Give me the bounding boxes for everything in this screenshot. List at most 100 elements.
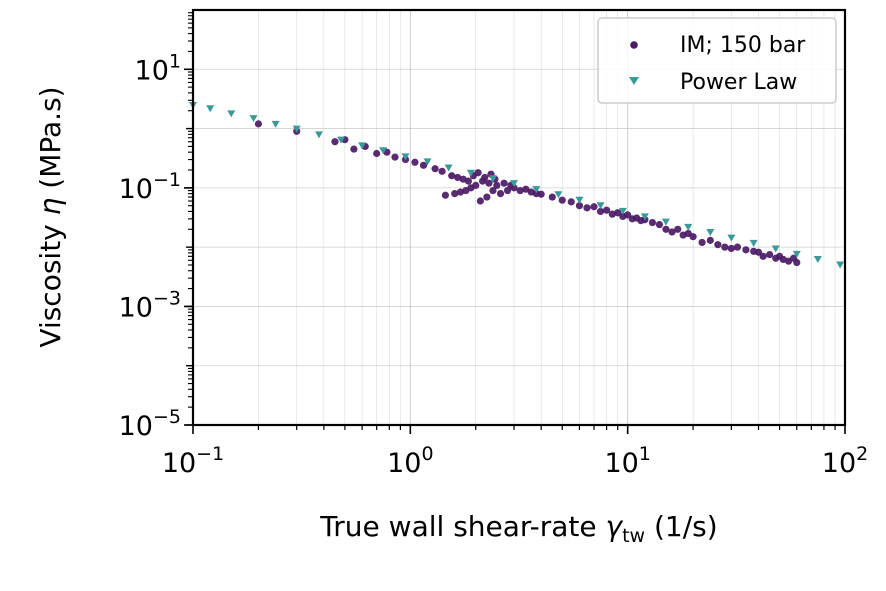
data-point-im [648, 218, 657, 227]
data-point-im [489, 186, 497, 195]
data-point-im [254, 120, 263, 128]
y-tick-label: 10−1 [119, 169, 181, 205]
data-point-power-law [596, 202, 605, 210]
data-point-im [474, 169, 482, 177]
data-point-power-law [249, 115, 258, 123]
data-point-power-law [444, 164, 453, 172]
series-layer [189, 101, 845, 269]
data-point-power-law [271, 120, 280, 128]
data-point-power-law [510, 180, 519, 188]
data-point-im [674, 225, 682, 233]
data-point-power-law [401, 153, 410, 161]
data-point-power-law [640, 213, 649, 221]
data-point-power-law [227, 110, 236, 118]
data-point-im [500, 179, 508, 187]
data-point-power-law [315, 131, 324, 139]
data-point-im [590, 203, 598, 211]
data-point-power-law [771, 245, 780, 253]
data-point-power-law [292, 125, 301, 133]
data-point-im [793, 258, 801, 267]
legend-label-power-law: Power Law [680, 70, 797, 95]
data-point-im [668, 228, 676, 236]
data-point-im [431, 165, 439, 173]
data-point-im [575, 202, 584, 210]
y-axis-label: Viscosity η (MPa.s) [34, 86, 67, 347]
data-point-im [485, 179, 493, 187]
data-point-power-law [813, 256, 822, 264]
data-point-im [655, 221, 664, 229]
data-point-im [733, 243, 742, 251]
data-point-power-law [661, 218, 670, 226]
data-point-power-law [836, 261, 845, 269]
x-tick-label: 100 [387, 443, 433, 479]
data-point-im [419, 161, 428, 169]
data-point-im [742, 246, 750, 254]
x-tick-label: 10−1 [162, 443, 224, 479]
data-point-power-law [575, 196, 584, 204]
data-point-im [510, 184, 518, 192]
data-point-im [614, 209, 622, 217]
ticks-layer: 10−1 100 101 102 10−5 10−3 10−1 101 [119, 12, 868, 479]
data-point-im [451, 190, 459, 198]
data-point-im [706, 236, 714, 244]
plot-frame [191, 8, 847, 427]
data-point-im [453, 173, 462, 182]
data-point-im [596, 207, 605, 216]
data-point-im [373, 149, 381, 158]
data-point-power-law [792, 250, 801, 258]
data-point-im [350, 145, 358, 153]
data-point-im [503, 186, 512, 195]
legend-marker-power-law [629, 77, 639, 85]
legend-box [597, 17, 837, 104]
data-point-power-law [466, 169, 475, 177]
data-point-im [567, 198, 575, 206]
data-point-im [331, 138, 339, 146]
data-point-im [476, 197, 484, 205]
data-point-im [698, 238, 706, 247]
data-point-power-law [488, 175, 497, 183]
data-point-power-law [684, 223, 693, 231]
data-point-power-law [379, 147, 388, 155]
legend-marker-im [630, 41, 638, 49]
data-point-im [464, 177, 472, 185]
data-point-im [537, 190, 545, 198]
data-point-im [456, 188, 465, 196]
data-point-power-law [532, 186, 541, 194]
data-point-im [548, 193, 556, 201]
data-point-im [493, 181, 501, 190]
data-point-power-law [749, 239, 758, 247]
data-point-im [472, 181, 480, 190]
data-point-power-law [423, 158, 432, 166]
data-point-im [689, 233, 697, 241]
data-point-im [603, 206, 611, 214]
data-point-im [483, 193, 491, 201]
data-point-im [727, 244, 735, 253]
data-point-power-law [727, 234, 736, 242]
data-point-im [766, 250, 774, 259]
data-point-im [759, 252, 767, 260]
data-point-im [522, 185, 530, 193]
y-tick-label: 10−5 [119, 406, 181, 442]
data-point-im [448, 172, 456, 180]
data-point-im [583, 204, 591, 212]
data-point-power-law [706, 229, 715, 237]
data-point-im [754, 248, 763, 256]
data-point-power-law [554, 191, 563, 199]
data-point-power-law [618, 207, 627, 215]
data-point-im [496, 190, 505, 198]
data-point-power-law [337, 136, 346, 144]
data-point-im [411, 158, 419, 166]
grid-layer [192, 10, 845, 426]
data-point-im [558, 196, 566, 204]
legend-label-im: IM; 150 bar [680, 33, 806, 58]
data-point-im [481, 173, 489, 182]
data-point-im [714, 241, 722, 249]
y-tick-label: 10−3 [119, 287, 181, 323]
x-axis-label: True wall shear-rate γtw (1/s) [319, 510, 717, 547]
x-tick-label: 102 [822, 443, 868, 479]
legend: IM; 150 bar Power Law [597, 17, 837, 104]
axis-labels-layer: True wall shear-rate γtw (1/s) Viscosity… [34, 86, 718, 547]
data-point-im [441, 191, 450, 199]
data-point-power-law [358, 142, 367, 150]
x-tick-label: 101 [604, 443, 650, 479]
